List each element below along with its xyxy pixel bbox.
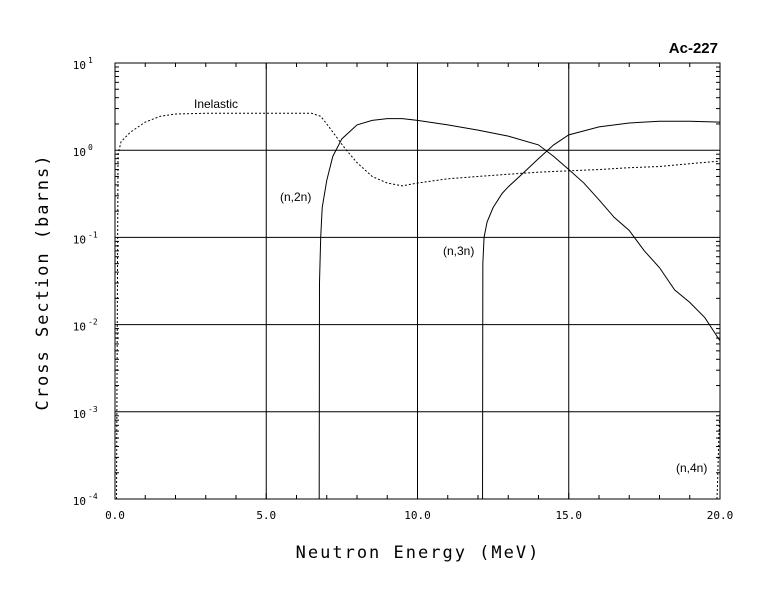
y-tick-label: 10 <box>73 233 86 246</box>
series-line-n-3n <box>482 120 721 500</box>
x-axis-label: Neutron Energy (MeV) <box>296 543 541 563</box>
series-line-n-4n <box>716 411 721 500</box>
series-line-inelastic <box>116 112 721 500</box>
annotation-inelastic: Inelastic <box>194 97 238 111</box>
x-tick-label: 10.0 <box>404 509 431 522</box>
x-tick-label: 5.0 <box>256 509 276 522</box>
axis-ticks <box>114 63 721 499</box>
y-tick-label: 10 <box>73 59 86 72</box>
y-tick-exponent: -1 <box>88 230 98 239</box>
chart-title: Ac-227 <box>669 40 718 57</box>
y-tick-exponent: 0 <box>88 143 93 152</box>
annotation-n4n: (n,4n) <box>676 461 707 475</box>
grid-lines <box>115 63 720 499</box>
y-tick-exponent: -4 <box>88 492 98 501</box>
y-tick-exponent: -3 <box>88 405 98 414</box>
x-tick-label: 15.0 <box>556 509 583 522</box>
annotation-n3n: (n,3n) <box>443 244 474 258</box>
y-tick-label: 10 <box>73 495 86 508</box>
plot-frame <box>114 62 721 500</box>
series-line-n-2n <box>318 118 721 500</box>
y-tick-exponent: -2 <box>88 318 98 327</box>
x-tick-label: 20.0 <box>707 509 734 522</box>
y-tick-label: 10 <box>73 146 86 159</box>
annotation-n2n: (n,2n) <box>280 190 311 204</box>
y-tick-label: 10 <box>73 408 86 421</box>
data-curves <box>116 112 721 500</box>
x-tick-label: 0.0 <box>105 509 125 522</box>
y-tick-label: 10 <box>73 321 86 334</box>
y-axis-label: Cross Section (barns) <box>33 154 53 411</box>
y-tick-exponent: 1 <box>88 56 93 65</box>
